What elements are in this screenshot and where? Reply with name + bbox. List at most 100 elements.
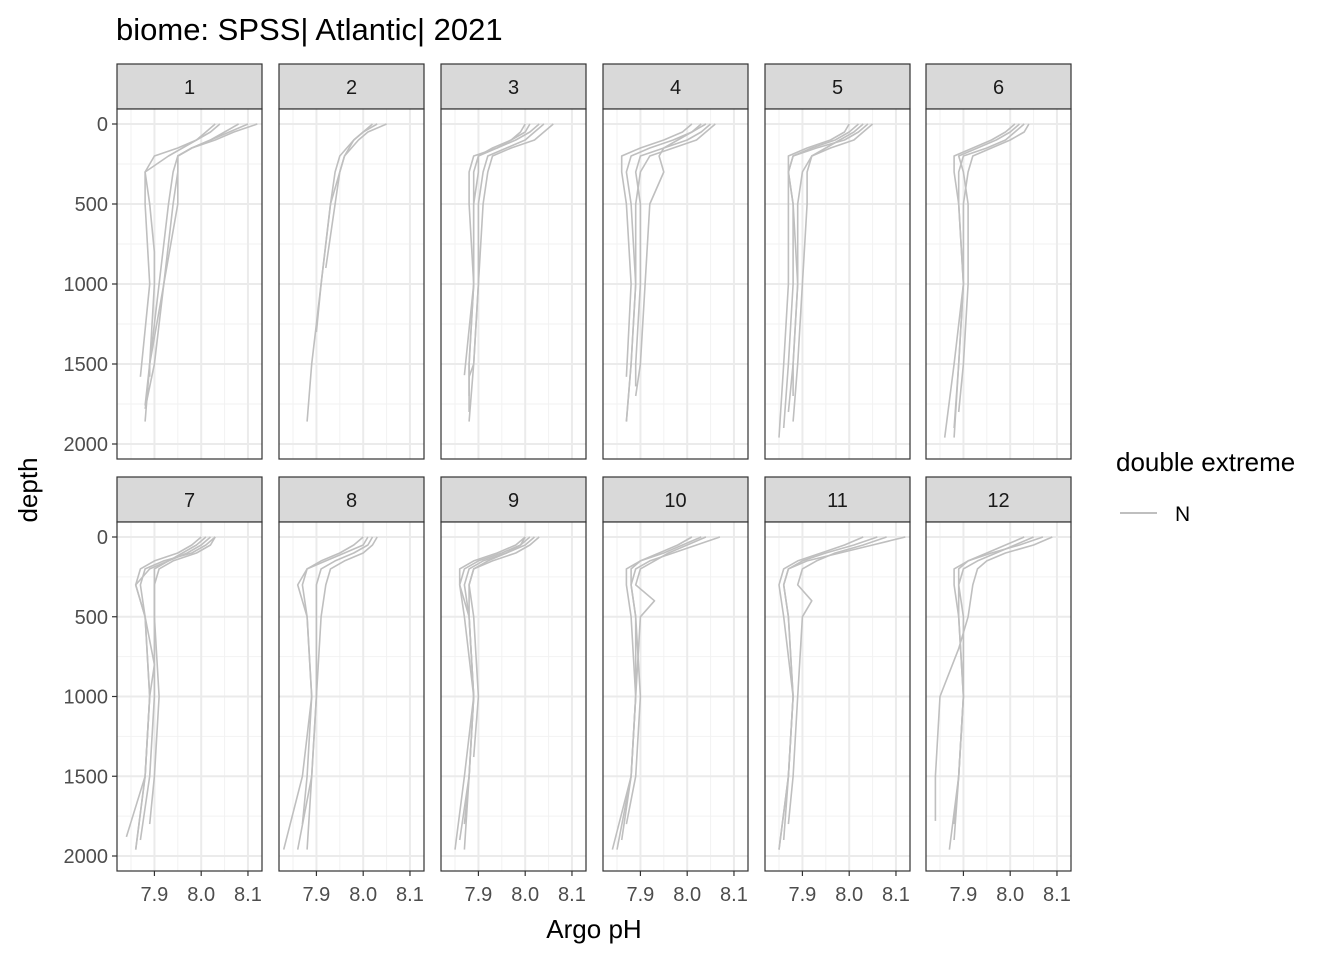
- y-axis-title: depth: [13, 457, 43, 522]
- x-tick-label: 8.1: [558, 884, 586, 906]
- x-tick-label: 7.9: [627, 884, 655, 906]
- facet-panel-6: 6: [925, 63, 1072, 460]
- facet-strip-12: [925, 476, 1072, 523]
- facet-panel-5: 5: [764, 63, 911, 460]
- facet-strip-label: 2: [346, 77, 357, 99]
- profile-line: [782, 123, 860, 429]
- facet-panel-10: 10 7.9 8.0 8.1: [602, 476, 749, 906]
- facet-strip-4: [602, 63, 749, 110]
- profile-line: [634, 123, 702, 397]
- profile-line: [787, 123, 850, 396]
- facet-strip-11: [764, 476, 911, 523]
- profile-line: [144, 123, 239, 406]
- x-tick-label: 8.0: [996, 884, 1024, 906]
- x-tick-label: 7.9: [141, 884, 169, 906]
- facet-panel-8: 8 7.9 8.0 8.1: [278, 476, 425, 906]
- x-tick-label: 7.9: [465, 884, 493, 906]
- profile-line: [625, 536, 693, 825]
- facet-strip-label: 8: [346, 490, 357, 512]
- facet-strip-label: 1: [184, 77, 195, 99]
- profile-line: [463, 123, 540, 376]
- panel-border: [925, 521, 1072, 872]
- profile-line: [616, 536, 707, 850]
- y-tick-label: 0: [97, 114, 108, 136]
- y-tick-label: 500: [75, 194, 108, 216]
- facet-strip-9: [440, 476, 587, 523]
- profile-line: [325, 123, 374, 269]
- facet-strip-label: 3: [508, 77, 519, 99]
- profile-line: [468, 123, 545, 378]
- x-tick-label: 8.0: [511, 884, 539, 906]
- profile-line: [625, 123, 707, 422]
- panel-border: [278, 108, 425, 460]
- y-tick-label: 1000: [64, 687, 109, 709]
- facet-strip-label: 12: [987, 490, 1009, 512]
- profile-line: [301, 536, 364, 825]
- panel-border: [602, 521, 749, 872]
- x-tick-label: 8.1: [720, 884, 748, 906]
- facet-strip-label: 11: [827, 490, 848, 512]
- profile-line: [620, 123, 693, 377]
- facet-strip-label: 9: [508, 490, 519, 512]
- x-tick-label: 8.1: [1043, 884, 1071, 906]
- x-tick-label: 8.0: [673, 884, 701, 906]
- legend: double extreme N: [1116, 447, 1295, 526]
- y-tick-label: 1500: [64, 766, 109, 788]
- profile-line: [787, 536, 887, 825]
- x-tick-label: 8.1: [234, 884, 262, 906]
- x-tick-label: 8.1: [396, 884, 424, 906]
- x-tick-label: 7.9: [950, 884, 978, 906]
- y-tick-label: 1000: [64, 274, 109, 296]
- facet-strip-3: [440, 63, 587, 110]
- profile-line: [296, 536, 378, 850]
- profile-line: [468, 123, 526, 412]
- facet-panel-11: 11 7.9 8.0 8.1: [764, 476, 911, 906]
- profile-line: [792, 123, 874, 422]
- facet-strip-label: 5: [832, 77, 843, 99]
- facet-strip-label: 10: [664, 490, 686, 512]
- facet-strip-5: [764, 63, 911, 110]
- profile-line: [957, 123, 1021, 413]
- profile-line: [634, 123, 712, 387]
- y-tick-label: 2000: [64, 434, 109, 456]
- facet-strip-7: [116, 476, 263, 523]
- panel-border: [602, 108, 749, 460]
- y-tick-label: 0: [97, 527, 108, 549]
- profile-line: [953, 536, 1025, 825]
- facet-strip-label: 6: [993, 77, 1004, 99]
- profile-line: [139, 123, 221, 377]
- profile-line: [144, 123, 249, 409]
- facet-strip-label: 4: [670, 77, 681, 99]
- facet-panel-12: 12 7.9 8.0 8.1: [925, 476, 1072, 906]
- facet-strip-10: [602, 476, 749, 523]
- x-tick-label: 8.0: [349, 884, 377, 906]
- facet-panel-9: 9 7.9 8.0 8.1: [440, 476, 587, 906]
- facet-strip-6: [925, 63, 1072, 110]
- facet-panel-2: 2: [278, 63, 425, 460]
- profile-line: [282, 536, 369, 850]
- x-axis-title: Argo pH: [546, 914, 641, 944]
- panel-border: [440, 108, 587, 460]
- x-tick-label: 8.0: [835, 884, 863, 906]
- chart-title: biome: SPSS| Atlantic| 2021: [116, 12, 503, 47]
- x-tick-label: 8.1: [882, 884, 910, 906]
- profile-line: [139, 536, 207, 841]
- profile-line: [148, 536, 216, 825]
- y-tick-label: 1500: [64, 354, 109, 376]
- profile-line: [953, 123, 1030, 438]
- facet-strip-1: [116, 63, 263, 110]
- facet-panel-4: 4: [602, 63, 749, 460]
- facet-strip-label: 7: [184, 490, 195, 512]
- profile-line: [134, 536, 202, 850]
- panel-border: [925, 108, 1072, 460]
- facet-panel-3: 3: [440, 63, 587, 460]
- x-tick-label: 7.9: [303, 884, 331, 906]
- panel-border: [764, 521, 911, 872]
- y-tick-label: 2000: [64, 846, 109, 868]
- y-tick-label: 500: [75, 607, 108, 629]
- profile-line: [454, 536, 536, 850]
- profile-line: [934, 536, 1053, 821]
- panel-border: [440, 521, 587, 872]
